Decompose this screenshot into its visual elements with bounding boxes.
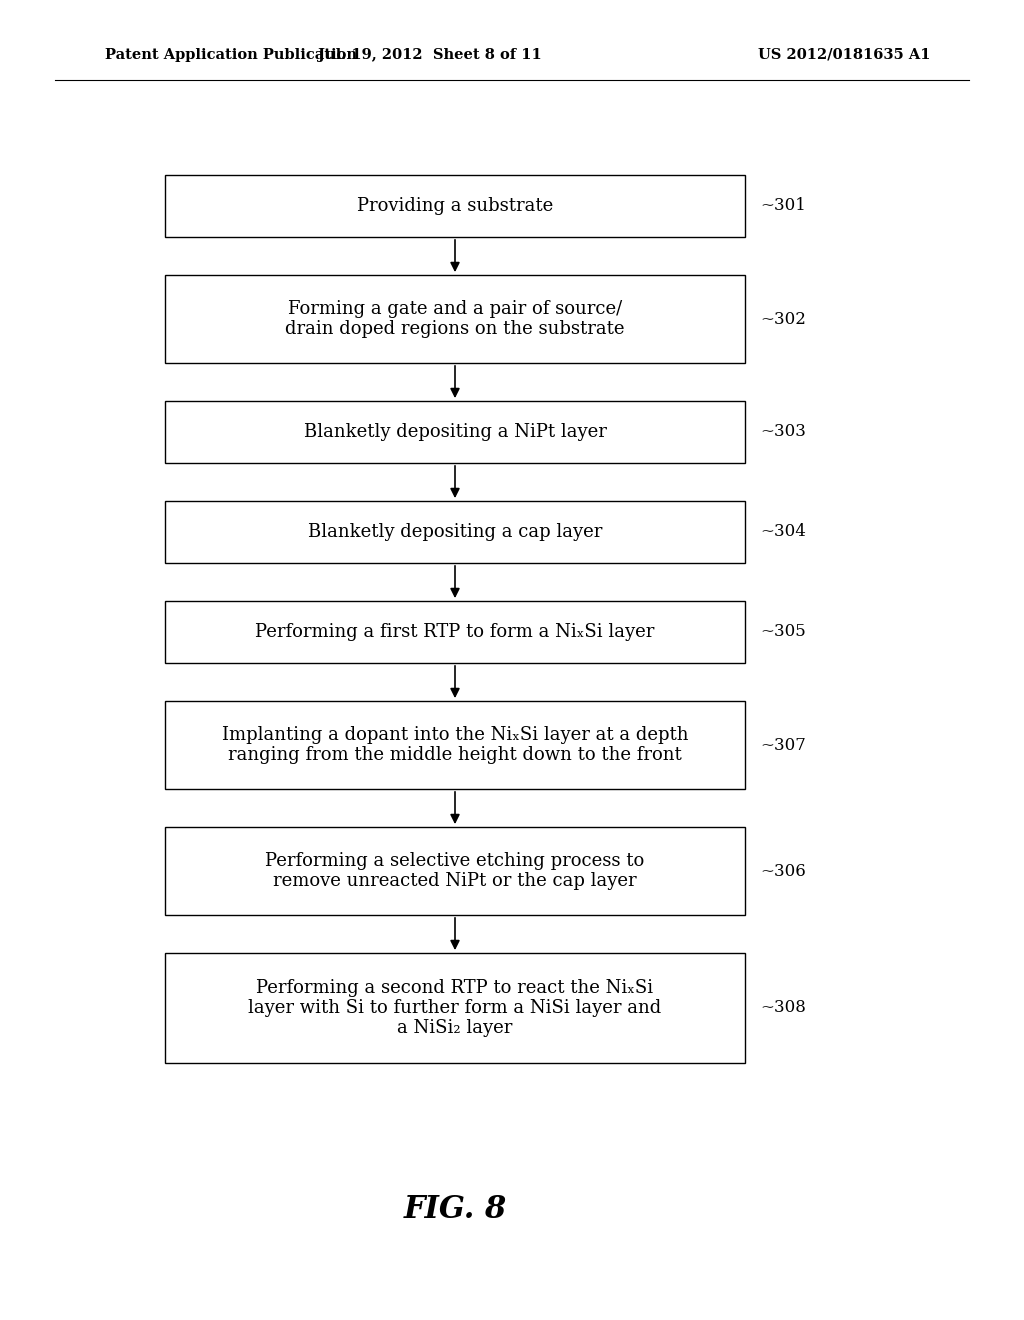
Text: Patent Application Publication: Patent Application Publication [105, 48, 357, 62]
Bar [165, 401, 745, 463]
Bar [165, 828, 745, 915]
Bar [165, 275, 745, 363]
Text: Performing a selective etching process to: Performing a selective etching process t… [265, 851, 645, 870]
Text: ~305: ~305 [760, 623, 806, 640]
Text: Implanting a dopant into the NiₓSi layer at a depth: Implanting a dopant into the NiₓSi layer… [222, 726, 688, 744]
Text: a NiSi₂ layer: a NiSi₂ layer [397, 1019, 513, 1038]
Text: layer with Si to further form a NiSi layer and: layer with Si to further form a NiSi lay… [249, 999, 662, 1016]
Text: Performing a second RTP to react the NiₓSi: Performing a second RTP to react the Niₓ… [256, 979, 653, 997]
Text: US 2012/0181635 A1: US 2012/0181635 A1 [758, 48, 930, 62]
Bar [165, 953, 745, 1063]
Text: ranging from the middle height down to the front: ranging from the middle height down to t… [228, 746, 682, 764]
Text: ~303: ~303 [760, 424, 806, 441]
Text: remove unreacted NiPt or the cap layer: remove unreacted NiPt or the cap layer [273, 873, 637, 890]
Bar [165, 701, 745, 789]
Text: FIG. 8: FIG. 8 [403, 1195, 507, 1225]
Text: ~308: ~308 [760, 999, 806, 1016]
Text: ~306: ~306 [760, 862, 806, 879]
Text: ~302: ~302 [760, 310, 806, 327]
Text: Blanketly depositing a cap layer: Blanketly depositing a cap layer [308, 523, 602, 541]
Text: ~304: ~304 [760, 524, 806, 540]
Text: Performing a first RTP to form a NiₓSi layer: Performing a first RTP to form a NiₓSi l… [255, 623, 654, 642]
Text: Forming a gate and a pair of source/: Forming a gate and a pair of source/ [288, 300, 623, 318]
Bar [165, 601, 745, 663]
Bar [165, 502, 745, 564]
Text: Providing a substrate: Providing a substrate [357, 197, 553, 215]
Bar [165, 176, 745, 238]
Text: ~307: ~307 [760, 737, 806, 754]
Text: Jul. 19, 2012  Sheet 8 of 11: Jul. 19, 2012 Sheet 8 of 11 [318, 48, 542, 62]
Text: drain doped regions on the substrate: drain doped regions on the substrate [286, 319, 625, 338]
Text: ~301: ~301 [760, 198, 806, 214]
Text: Blanketly depositing a NiPt layer: Blanketly depositing a NiPt layer [303, 422, 606, 441]
